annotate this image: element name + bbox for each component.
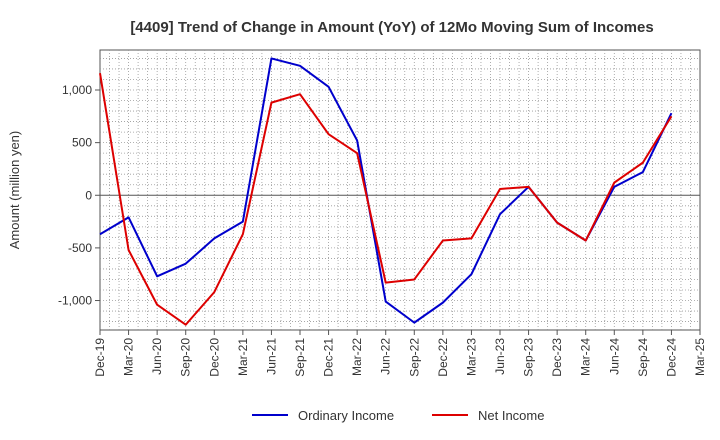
x-tick-label: Jun-24 (607, 338, 621, 375)
legend-label: Ordinary Income (298, 408, 394, 423)
y-axis: -1,000 -500 0 500 1,000 (58, 83, 100, 308)
y-tick-label: -1,000 (58, 294, 92, 308)
x-tick-label: Mar-24 (579, 338, 593, 376)
plot-area (99, 49, 701, 331)
x-tick-label: Dec-21 (322, 338, 336, 377)
x-axis: Dec-19 Mar-20 Jun-20 Sep-20 Dec-20 Mar-21 Jun-… (93, 330, 707, 377)
x-tick-label: Mar-25 (693, 338, 707, 376)
x-tick-label: Sep-22 (407, 338, 421, 377)
x-tick-label: Dec-20 (207, 338, 221, 377)
x-tick-label: Dec-22 (436, 338, 450, 377)
x-tick-label: Jun-21 (264, 338, 278, 375)
y-tick-label: -500 (68, 241, 92, 255)
x-tick-label: Dec-24 (664, 338, 678, 377)
legend: Ordinary Income Net Income (252, 408, 544, 423)
x-tick-label: Sep-23 (522, 338, 536, 377)
x-tick-label: Mar-20 (122, 338, 136, 376)
x-tick-label: Mar-21 (236, 338, 250, 376)
y-axis-label: Amount (million yen) (7, 131, 22, 250)
legend-label: Net Income (478, 408, 544, 423)
x-tick-label: Mar-23 (464, 338, 478, 376)
series-layer (99, 57, 673, 326)
x-tick-label: Sep-21 (293, 338, 307, 377)
series-line-net-income (99, 73, 673, 326)
x-tick-label: Jun-23 (493, 338, 507, 375)
chart-title: [4409] Trend of Change in Amount (YoY) o… (130, 19, 653, 36)
y-tick-label: 0 (85, 188, 92, 202)
x-tick-label: Jun-20 (150, 338, 164, 375)
x-tick-label: Mar-22 (350, 338, 364, 376)
x-tick-label: Sep-20 (179, 338, 193, 377)
x-tick-label: Dec-19 (93, 338, 107, 377)
y-tick-label: 1,000 (62, 83, 92, 97)
x-tick-label: Sep-24 (636, 338, 650, 377)
y-tick-label: 500 (72, 136, 92, 150)
x-tick-label: Jun-22 (379, 338, 393, 375)
grid (100, 50, 700, 330)
x-tick-label: Dec-23 (550, 338, 564, 377)
